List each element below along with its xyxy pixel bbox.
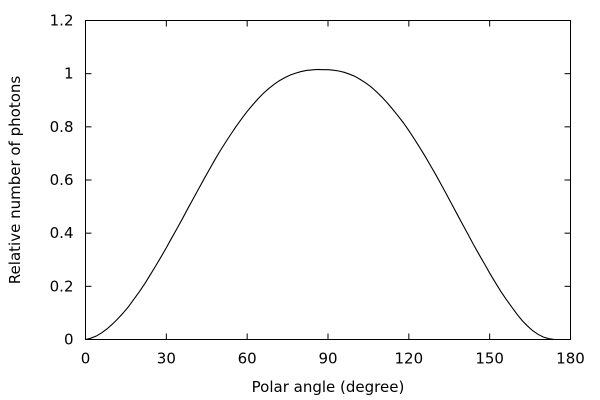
tick-labels: 0 30 60 90 120 150 180 0 0.2 0.4 0.6 0.8 1 1.2	[50, 12, 585, 368]
y-tick-label: 0.4	[50, 224, 74, 242]
x-tick-label: 90	[318, 350, 337, 368]
y-tick-label: 1	[64, 65, 74, 83]
x-tick-label: 60	[238, 350, 257, 368]
ticks	[85, 20, 571, 340]
plot-frame	[85, 20, 571, 340]
x-tick-label: 0	[81, 350, 91, 368]
series-line	[85, 68, 571, 341]
y-tick-label: 1.2	[50, 12, 74, 30]
x-tick-label: 180	[556, 350, 585, 368]
y-tick-label: 0.2	[50, 277, 74, 295]
y-tick-label: 0	[64, 331, 74, 349]
x-tick-label: 120	[395, 350, 424, 368]
x-tick-label: 30	[157, 350, 176, 368]
y-axis-title: Relative number of photons	[6, 76, 24, 285]
y-tick-label: 0.6	[50, 171, 74, 189]
x-tick-label: 150	[475, 350, 504, 368]
x-axis-title: Polar angle (degree)	[252, 378, 405, 396]
y-tick-label: 0.8	[50, 118, 74, 136]
